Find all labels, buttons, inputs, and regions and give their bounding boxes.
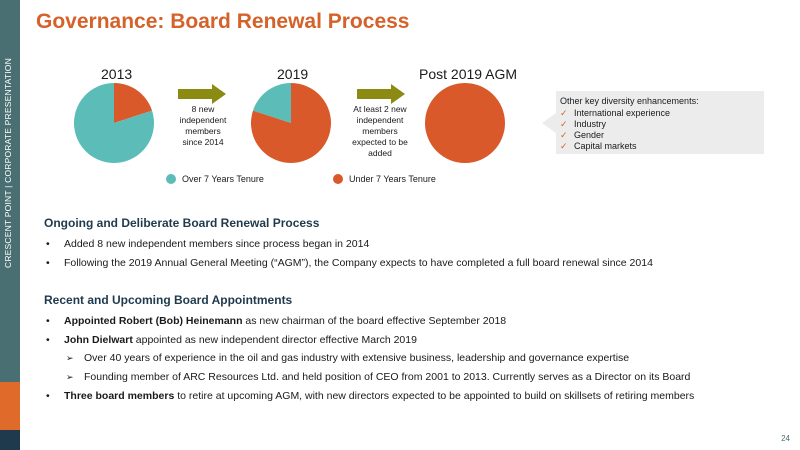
arrow-caption-line: At least 2 new [353, 104, 407, 114]
arrow-caption-line: since 2014 [182, 137, 224, 147]
arrow-caption-line: members [362, 126, 398, 136]
check-icon: ✓ [560, 108, 568, 118]
arrow-bullet-icon: ➢ [66, 353, 74, 363]
arrow-caption-line: independent [356, 115, 404, 125]
bullet-icon: • [46, 238, 50, 250]
page-number: 24 [781, 434, 790, 443]
callout-item-text: Industry [574, 119, 607, 129]
pie-label-2013: 2013 [101, 66, 133, 82]
callout-heading: Other key diversity enhancements: [560, 96, 699, 106]
callout-item: ✓ International experience [560, 108, 764, 119]
legend-swatch-over [166, 174, 176, 184]
bullet-icon: • [46, 257, 50, 269]
callout-item: ✓ Industry [560, 119, 764, 130]
bullet-text: Following the 2019 Annual General Meetin… [64, 257, 653, 269]
legend-swatch-under [333, 174, 343, 184]
check-icon: ✓ [560, 119, 568, 129]
bullet-bold: John Dielwart [64, 334, 133, 346]
bullet-icon: • [46, 334, 50, 346]
bullet-text: appointed as new independent director ef… [132, 334, 417, 346]
bullet-item: • Appointed Robert (Bob) Heinemann as new… [46, 315, 506, 327]
legend-label-under: Under 7 Years Tenure [349, 174, 436, 184]
legend-over: Over 7 Years Tenure [166, 174, 264, 184]
arrow-caption-line: members [185, 126, 221, 136]
arrow-caption-line: 8 new [191, 104, 215, 114]
pie-label-post-agm: Post 2019 AGM [419, 66, 518, 82]
pie-label-2019: 2019 [277, 66, 309, 82]
bullet-item: • Three board members to retire at upcomi… [46, 390, 694, 402]
bullet-bold: Appointed Robert (Bob) Heinemann [64, 315, 243, 327]
sub-bullet-item: ➢ Founding member of ARC Resources Ltd. a… [66, 371, 690, 383]
pie-slice-under [114, 83, 153, 123]
bullet-text: to retire at upcoming AGM, with new dire… [174, 390, 695, 402]
pie-slice-under [250, 83, 331, 163]
pie-slice-under [425, 83, 505, 163]
bullet-text: Added 8 new independent members since pr… [64, 238, 370, 250]
callout-item-text: Gender [574, 130, 605, 140]
bullet-bold: Three board members [64, 390, 175, 402]
arrow-caption-line: expected to be [352, 137, 408, 147]
arrow-caption-line: independent [179, 115, 227, 125]
callout-list: ✓ International experience ✓ Industry ✓ Gen… [560, 108, 764, 152]
bullet-text: as new chairman of the board effective S… [242, 315, 507, 327]
arrow-bullet-icon: ➢ [66, 372, 74, 382]
callout-item: ✓ Capital markets [560, 141, 764, 152]
legend-label-over: Over 7 Years Tenure [182, 174, 264, 184]
bullet-item: • Following the 2019 Annual General Meeti… [46, 257, 653, 269]
bullet-icon: • [46, 315, 50, 327]
sidebar-orange-block [0, 382, 20, 430]
sub-bullet-item: ➢ Over 40 years of experience in the oil … [66, 352, 629, 364]
arrow-caption-2: At least 2 new independent members expec… [344, 104, 416, 159]
check-icon: ✓ [560, 130, 568, 140]
legend-under: Under 7 Years Tenure [333, 174, 436, 184]
pie-slice-over [252, 83, 291, 123]
arrow-icon [178, 84, 226, 104]
section-heading-renewal: Ongoing and Deliberate Board Renewal Pro… [44, 216, 320, 230]
diversity-callout: Other key diversity enhancements: ✓ Inter… [542, 91, 764, 154]
callout-item: ✓ Gender [560, 130, 764, 141]
arrow-icon [357, 84, 405, 104]
sidebar-navy-block [0, 430, 20, 450]
arrow-caption-line: added [368, 148, 392, 158]
pie-charts [74, 83, 505, 164]
check-icon: ✓ [560, 141, 568, 151]
bullet-icon: • [46, 390, 50, 402]
pie-slice-over [74, 83, 155, 164]
sub-bullet-text: Founding member of ARC Resources Ltd. an… [84, 371, 691, 383]
sub-bullet-text: Over 40 years of experience in the oil a… [84, 352, 630, 364]
page-title: Governance: Board Renewal Process [36, 10, 410, 33]
bullet-item: • John Dielwart appointed as new independ… [46, 334, 417, 346]
callout-item-text: International experience [574, 108, 671, 118]
bullet-item: • Added 8 new independent members since p… [46, 238, 369, 250]
sidebar: CRESCENT POINT | CORPORATE PRESENTATION [0, 0, 20, 450]
arrow-caption-1: 8 new independent members since 2014 [168, 104, 238, 148]
callout-item-text: Capital markets [574, 141, 637, 151]
section-heading-appointments: Recent and Upcoming Board Appointments [44, 293, 293, 307]
